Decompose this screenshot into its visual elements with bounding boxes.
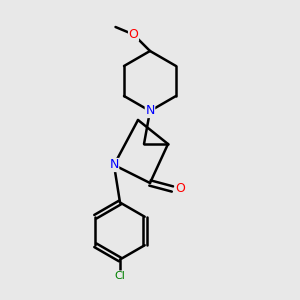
Text: N: N (145, 104, 155, 118)
Text: O: O (175, 182, 185, 196)
Text: N: N (109, 158, 119, 172)
Text: Cl: Cl (115, 271, 125, 281)
Text: O: O (129, 28, 138, 41)
